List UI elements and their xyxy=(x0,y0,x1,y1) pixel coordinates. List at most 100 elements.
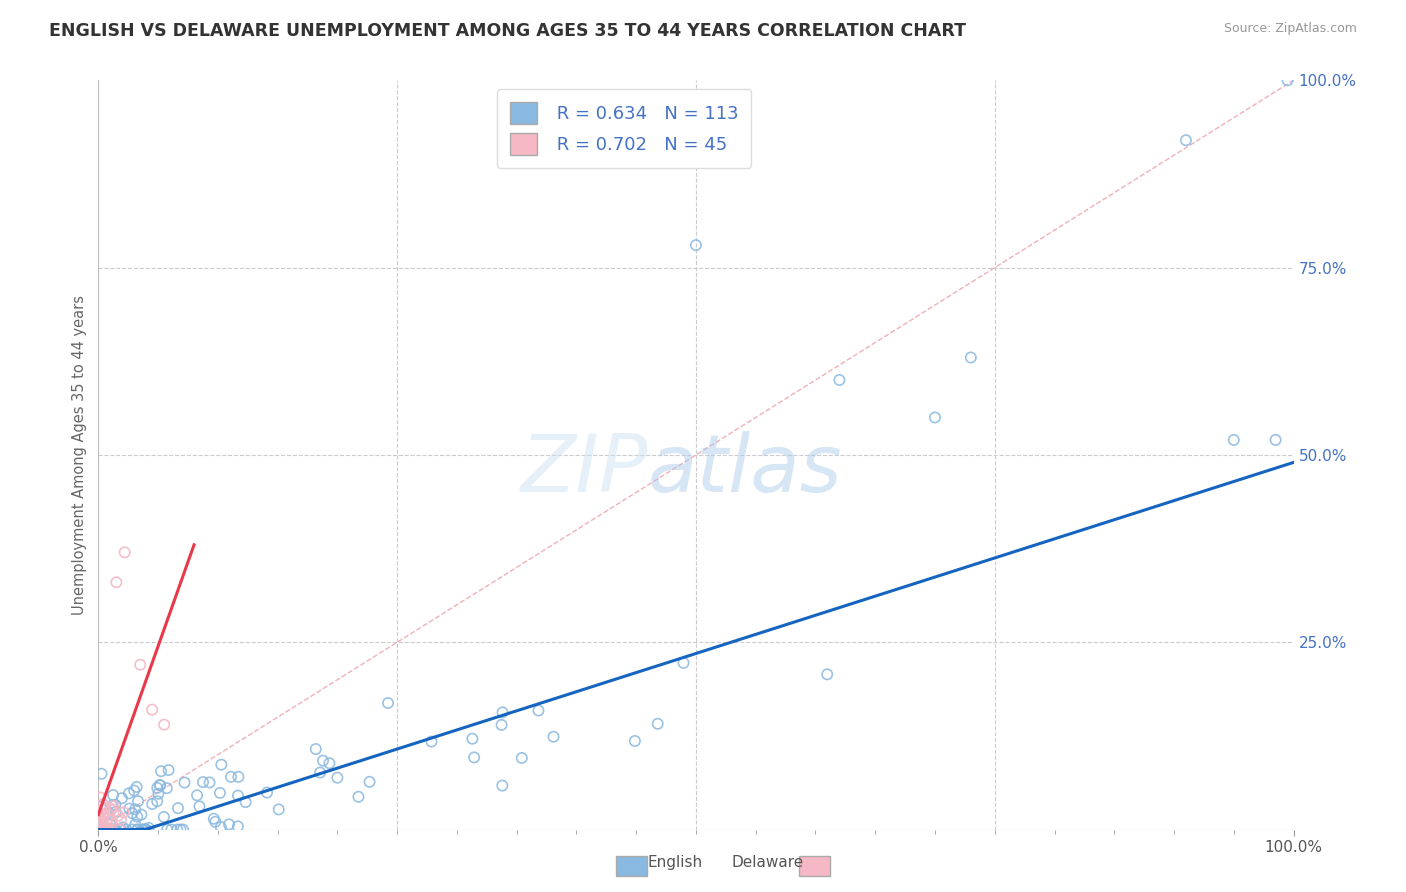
Point xyxy=(87,815,110,830)
Point xyxy=(149,778,172,792)
Point xyxy=(377,696,399,710)
Point xyxy=(167,801,190,815)
Point xyxy=(89,822,111,837)
Point xyxy=(96,812,118,826)
Text: ENGLISH VS DELAWARE UNEMPLOYMENT AMONG AGES 35 TO 44 YEARS CORRELATION CHART: ENGLISH VS DELAWARE UNEMPLOYMENT AMONG A… xyxy=(49,22,966,40)
Point xyxy=(127,794,149,808)
Point xyxy=(98,822,121,837)
Point xyxy=(134,822,156,837)
Text: Delaware: Delaware xyxy=(731,855,803,870)
Point xyxy=(491,718,513,732)
Point xyxy=(104,797,127,812)
Point xyxy=(104,805,127,819)
Text: atlas: atlas xyxy=(648,431,844,509)
Point xyxy=(191,775,214,789)
Point xyxy=(153,810,176,824)
Point xyxy=(208,786,231,800)
Point xyxy=(114,822,136,837)
Point xyxy=(87,822,110,837)
Point xyxy=(134,822,156,837)
Point xyxy=(125,780,148,794)
Point xyxy=(112,805,135,820)
Point xyxy=(96,806,118,821)
Point xyxy=(118,786,141,800)
Point xyxy=(209,757,232,772)
Point xyxy=(204,814,226,829)
Point xyxy=(226,789,249,803)
Point xyxy=(1223,433,1246,447)
Point xyxy=(153,717,176,731)
Point xyxy=(150,764,173,779)
Point xyxy=(104,822,127,837)
Point xyxy=(91,808,114,822)
Point xyxy=(111,821,134,835)
Point xyxy=(110,813,132,827)
Point xyxy=(110,822,132,837)
Point xyxy=(131,822,153,837)
Point xyxy=(93,822,115,837)
Point xyxy=(188,799,211,814)
Point xyxy=(198,775,221,789)
Point xyxy=(527,704,550,718)
Point xyxy=(672,656,695,670)
Point xyxy=(124,817,146,831)
Point xyxy=(89,822,111,837)
Point xyxy=(98,817,121,831)
Point xyxy=(94,801,117,815)
Point xyxy=(89,822,111,837)
Point xyxy=(359,775,381,789)
Point xyxy=(96,822,118,837)
Point xyxy=(624,734,647,748)
Point xyxy=(87,822,110,837)
Text: English: English xyxy=(648,855,703,870)
Point xyxy=(118,802,141,816)
Point xyxy=(101,798,124,813)
Point xyxy=(107,809,129,823)
Point xyxy=(87,822,110,837)
Point xyxy=(90,766,112,780)
Point xyxy=(93,822,115,837)
Point xyxy=(267,802,290,816)
Point xyxy=(122,783,145,797)
Point xyxy=(218,817,240,831)
Point xyxy=(166,822,188,837)
Point xyxy=(146,780,169,795)
Point xyxy=(121,822,143,837)
Point xyxy=(110,822,132,837)
Y-axis label: Unemployment Among Ages 35 to 44 years: Unemployment Among Ages 35 to 44 years xyxy=(72,295,87,615)
Point xyxy=(100,813,122,827)
Point xyxy=(305,742,328,756)
Point xyxy=(89,818,111,832)
Point xyxy=(90,812,112,826)
Point xyxy=(101,822,124,837)
Point xyxy=(226,819,249,833)
Point xyxy=(91,822,114,837)
Point xyxy=(87,822,110,837)
Point xyxy=(89,819,111,833)
Point xyxy=(156,822,179,837)
Text: ZIP: ZIP xyxy=(520,431,648,509)
Point xyxy=(828,373,851,387)
Point xyxy=(138,821,160,835)
Point xyxy=(491,706,513,720)
Point xyxy=(256,786,278,800)
Point xyxy=(96,822,118,837)
Point xyxy=(173,775,195,789)
Point xyxy=(347,789,370,804)
Point xyxy=(93,802,115,816)
Legend:  R = 0.634   N = 113,  R = 0.702   N = 45: R = 0.634 N = 113, R = 0.702 N = 45 xyxy=(498,89,751,168)
Point xyxy=(463,750,485,764)
Point xyxy=(685,238,707,252)
Point xyxy=(209,820,232,834)
Point xyxy=(141,797,163,811)
Point xyxy=(90,814,112,829)
Point xyxy=(91,797,114,811)
Point xyxy=(87,808,110,822)
Point xyxy=(103,799,125,814)
Point xyxy=(103,822,125,837)
Point xyxy=(89,822,111,837)
Point xyxy=(87,820,110,834)
Point xyxy=(90,822,112,837)
Point xyxy=(141,703,163,717)
Point xyxy=(309,765,332,780)
